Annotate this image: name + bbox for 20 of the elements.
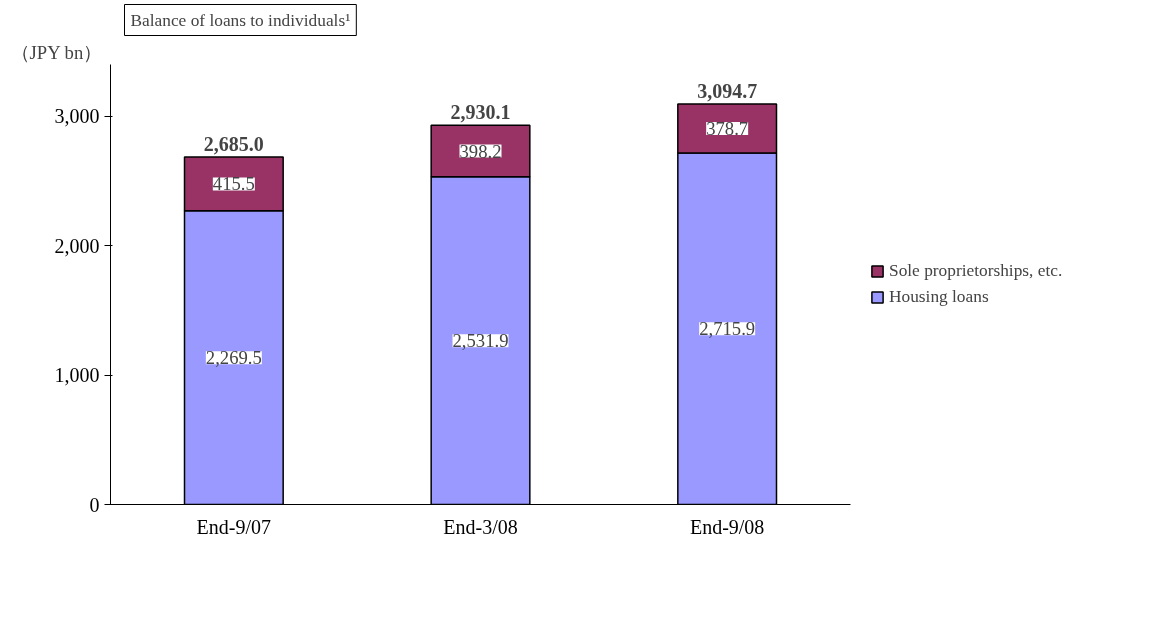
total-label: 2,930.1 — [450, 101, 511, 124]
total-label: 3,094.7 — [697, 80, 758, 103]
total-label: 2,685.0 — [203, 133, 264, 156]
y-tick-label: 2,000 — [54, 234, 100, 257]
data-label: 2,715.9 — [699, 318, 756, 340]
x-tick-label: End-9/07 — [196, 515, 272, 538]
y-tick-label: 0 — [89, 493, 100, 516]
y-axis-title: （JPY bn） — [10, 41, 103, 63]
x-tick-label: End-3/08 — [443, 515, 518, 538]
data-label: 378.7 — [706, 118, 749, 140]
y-tick-label: 3,000 — [54, 105, 100, 128]
data-label: 2,269.5 — [205, 347, 262, 369]
x-tick-label: End-9/08 — [689, 515, 765, 538]
y-tick-label: 1,000 — [54, 364, 100, 387]
legend-label: Housing loans — [889, 287, 989, 307]
data-label: 415.5 — [212, 173, 255, 195]
data-label: 2,531.9 — [452, 330, 509, 352]
data-label: 398.2 — [459, 140, 502, 162]
chart-title: Balance of loans to individuals¹ — [130, 10, 351, 30]
legend-label: Sole proprietorships, etc. — [889, 261, 1063, 281]
